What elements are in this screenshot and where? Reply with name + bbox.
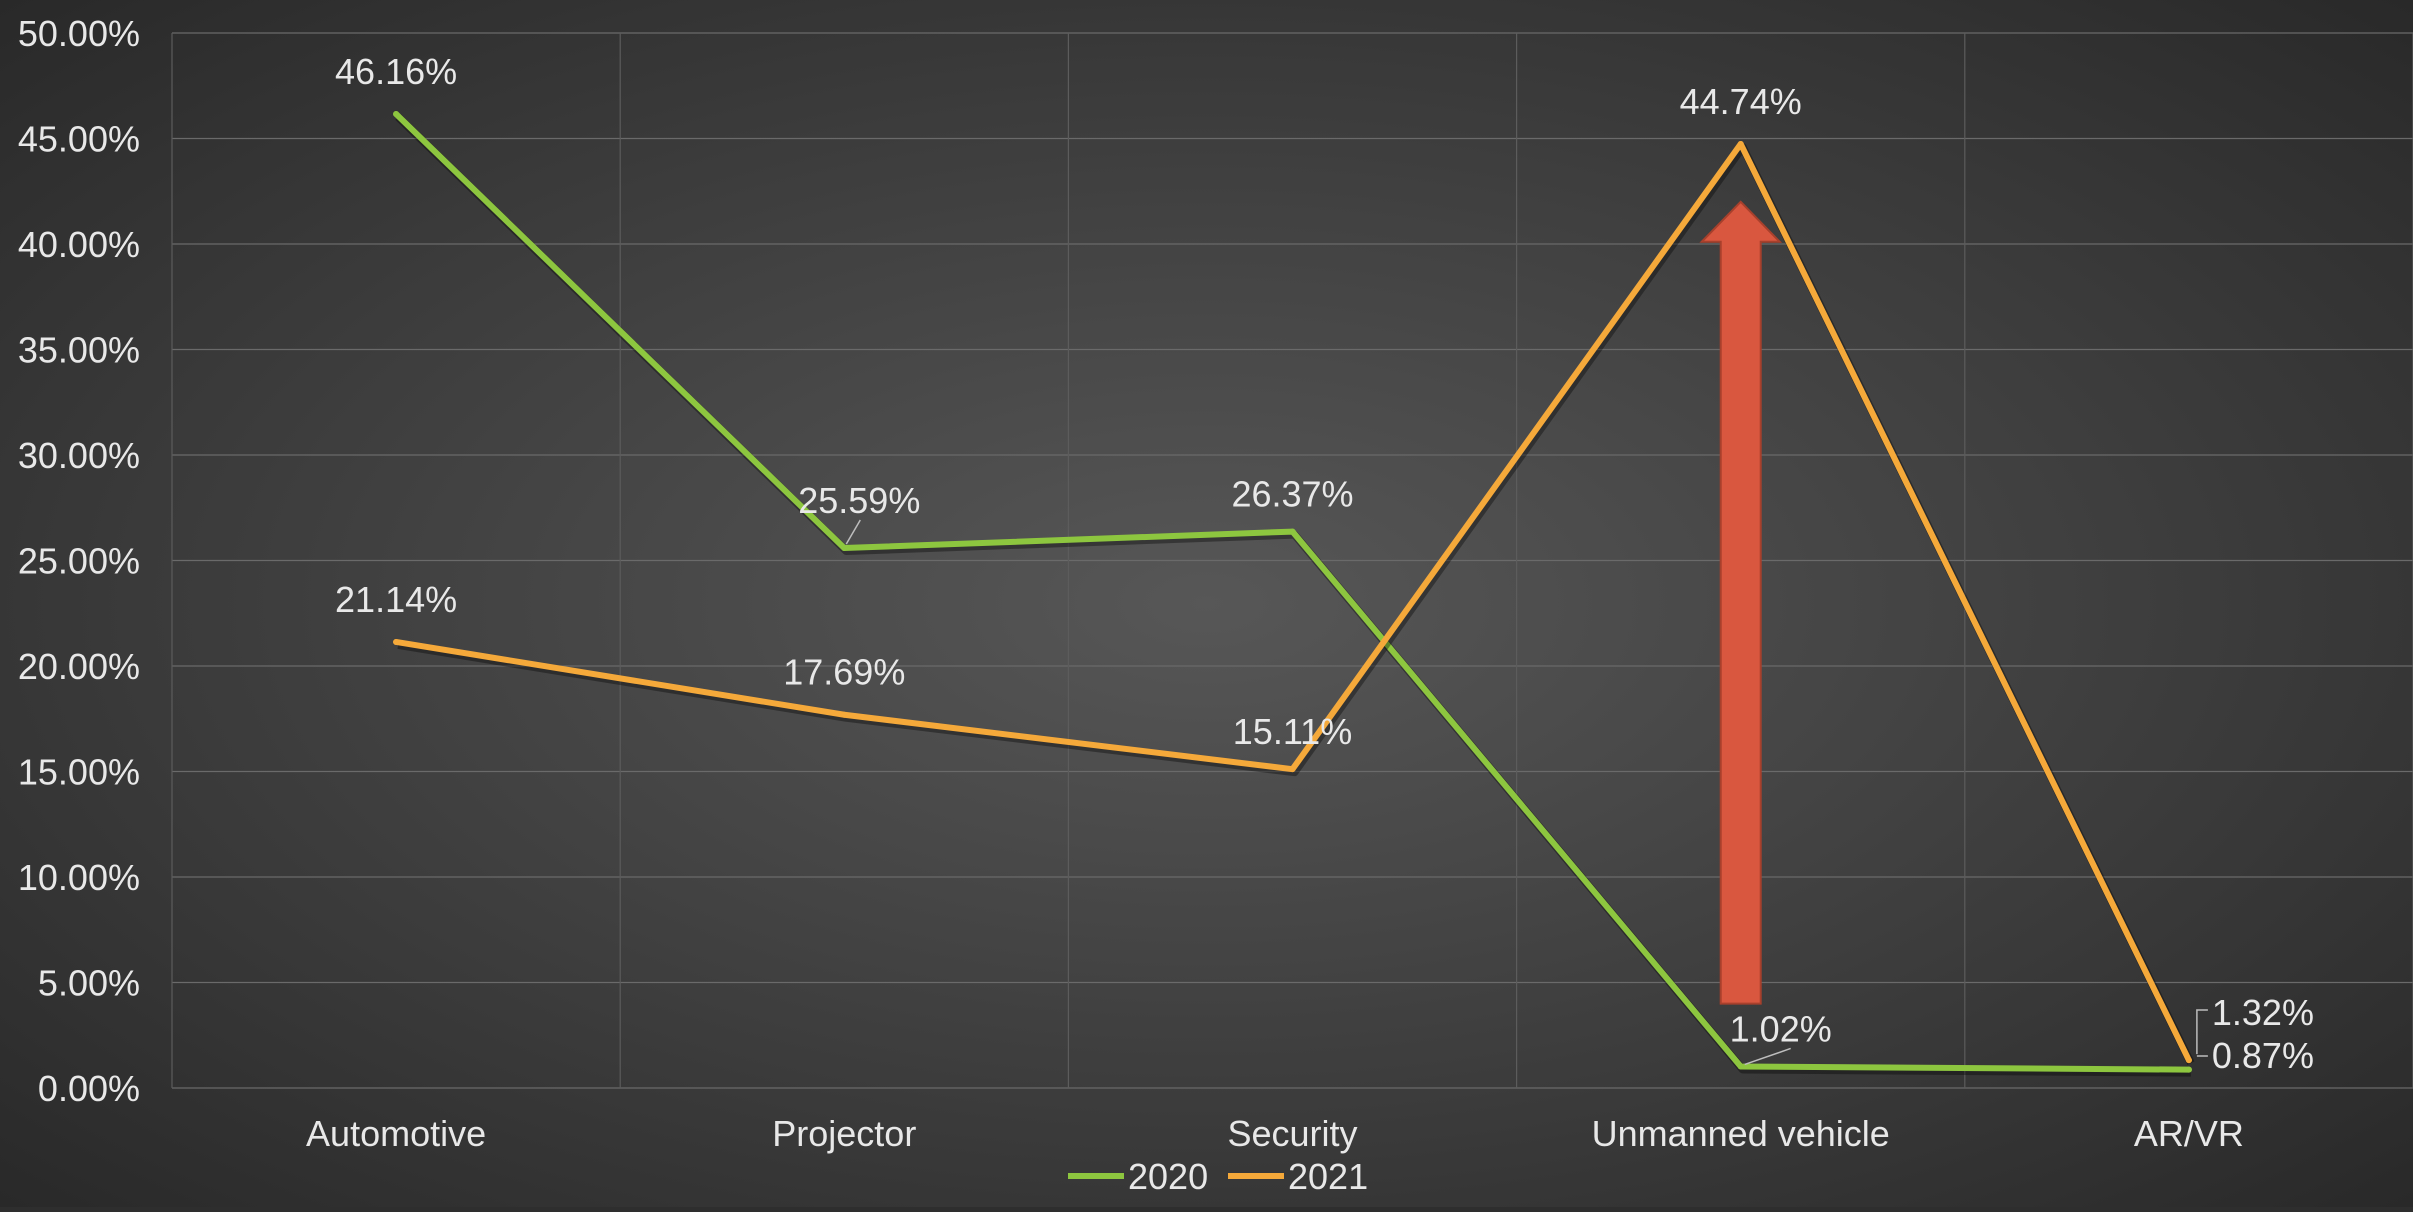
y-tick-label: 45.00% (18, 119, 140, 160)
data-label-2020: 1.02% (1730, 1008, 1832, 1049)
data-point-2021 (2185, 1057, 2192, 1064)
y-tick-label: 35.00% (18, 330, 140, 371)
x-tick-label: Automotive (306, 1113, 486, 1154)
y-tick-label: 25.00% (18, 541, 140, 582)
data-point-2021 (1737, 140, 1744, 147)
y-tick-label: 0.00% (38, 1068, 140, 1109)
data-label-2021: 15.11% (1233, 711, 1352, 752)
data-label-2020: 46.16% (335, 51, 457, 92)
y-tick-label: 15.00% (18, 752, 140, 793)
y-tick-label: 20.00% (18, 646, 140, 687)
legend-label-2021: 2021 (1288, 1156, 1368, 1197)
data-point-2020 (841, 545, 848, 552)
y-tick-label: 30.00% (18, 435, 140, 476)
x-tick-label: Unmanned vehicle (1592, 1113, 1890, 1154)
data-point-2020 (1737, 1063, 1744, 1070)
data-label-2021: 17.69% (783, 652, 905, 693)
y-tick-label: 50.00% (18, 13, 140, 54)
data-label-2021: 44.74% (1680, 81, 1802, 122)
data-point-2020 (2185, 1066, 2192, 1073)
y-tick-label: 5.00% (38, 963, 140, 1004)
leader-line (1744, 1047, 1791, 1066)
x-tick-label: AR/VR (2134, 1113, 2244, 1154)
data-label-2020: 0.87% (2212, 1035, 2314, 1076)
data-point-2021 (1289, 766, 1296, 773)
data-point-2020 (393, 111, 400, 118)
data-label-2020: 26.37% (1231, 474, 1353, 515)
x-tick-label: Projector (772, 1113, 916, 1154)
leader-line (2196, 1009, 2208, 1055)
x-tick-label: Security (1227, 1113, 1357, 1154)
data-point-2021 (841, 711, 848, 718)
data-label-2020: 25.59% (798, 480, 920, 521)
data-label-2021: 21.14% (335, 579, 457, 620)
data-label-2021: 1.32% (2212, 992, 2314, 1033)
data-point-2021 (393, 638, 400, 645)
annotation-arrow (1699, 200, 1783, 1005)
data-point-2020 (1289, 528, 1296, 535)
y-tick-label: 10.00% (18, 857, 140, 898)
y-tick-label: 40.00% (18, 224, 140, 265)
leader-line (845, 519, 861, 545)
legend-label-2020: 2020 (1128, 1156, 1208, 1197)
